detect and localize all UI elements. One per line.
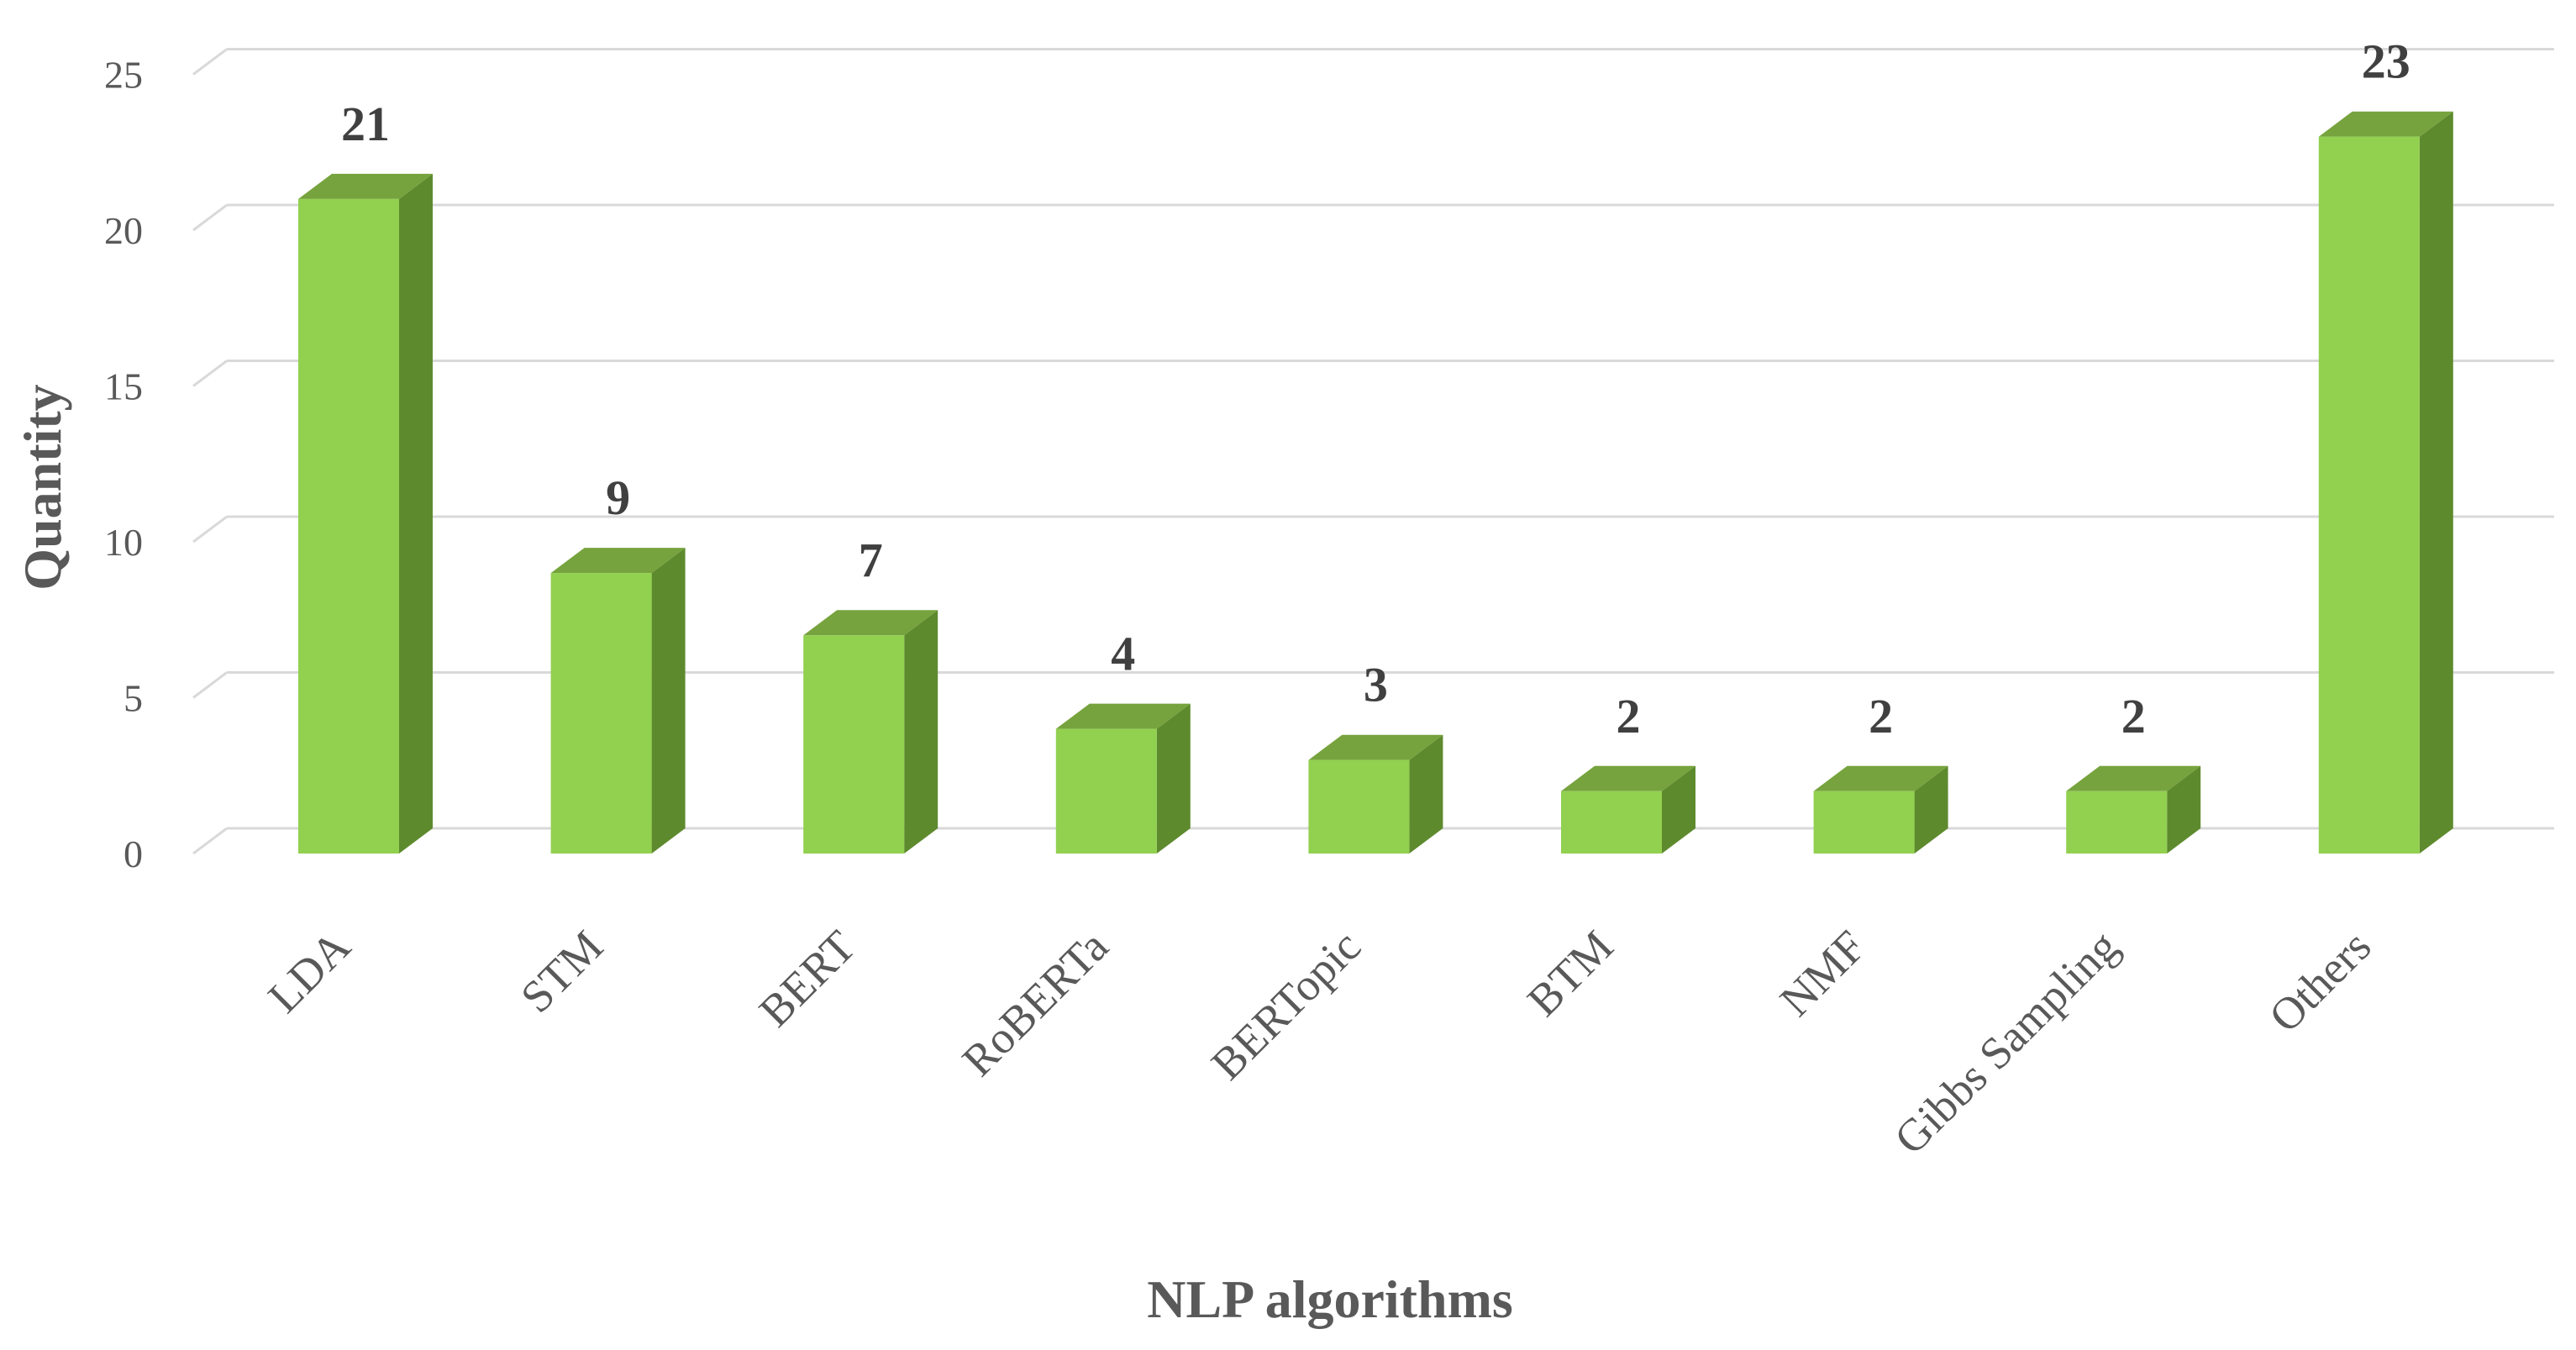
gridline-diagonal xyxy=(192,671,228,699)
data-label: 7 xyxy=(859,533,883,587)
gridline-diagonal xyxy=(192,203,228,232)
y-tick-label: 10 xyxy=(104,521,143,564)
gridline-diagonal xyxy=(192,360,228,387)
gridline-diagonal xyxy=(192,827,228,855)
gridline-diagonal xyxy=(192,48,228,76)
bar-top-face xyxy=(1055,703,1191,729)
bar-front-face xyxy=(1308,759,1410,854)
bar-top-face xyxy=(2066,765,2201,791)
y-tick-label: 25 xyxy=(104,54,143,97)
x-tick-label: Gibbs Sampling xyxy=(1885,921,2128,1164)
bar-side-face xyxy=(1662,765,1695,854)
bar xyxy=(1813,765,1948,854)
x-tick-label: RoBERTa xyxy=(953,921,1118,1086)
bar-top-face xyxy=(1308,734,1443,760)
gridline-diagonal xyxy=(192,515,228,544)
bar-side-face xyxy=(399,173,433,854)
bar-front-face xyxy=(1813,791,1915,854)
bar-top-face xyxy=(2318,111,2453,137)
bar-side-face xyxy=(2167,765,2201,854)
bar xyxy=(2066,765,2201,854)
y-tick-label: 20 xyxy=(104,209,143,252)
x-tick-label: BERT xyxy=(749,921,865,1037)
bar xyxy=(550,548,686,854)
x-tick-label: BTM xyxy=(1517,921,1622,1026)
bar-top-face xyxy=(1561,765,1695,791)
data-label: 4 xyxy=(1111,627,1135,681)
bar xyxy=(1308,734,1443,854)
data-label: 21 xyxy=(341,97,390,151)
x-tick-label: LDA xyxy=(259,921,360,1022)
gridlines xyxy=(192,48,2554,855)
y-axis-title: Quantity xyxy=(13,384,72,590)
bar-front-face xyxy=(2066,791,2168,854)
data-label: 3 xyxy=(1364,658,1388,712)
bar-side-face xyxy=(1409,734,1443,854)
x-tick-label: NMF xyxy=(1770,921,1875,1026)
bars xyxy=(298,111,2453,854)
y-tick-label: 15 xyxy=(104,365,143,408)
data-labels: 21 9 7 4 3 2 2 2 23 xyxy=(341,34,2410,743)
y-tick-label: 0 xyxy=(124,833,143,875)
bar-top-face xyxy=(803,610,938,636)
x-tick-label: STM xyxy=(511,921,612,1022)
bar-front-face xyxy=(1561,791,1662,854)
bar-front-face xyxy=(298,198,399,854)
bar-front-face xyxy=(550,573,652,854)
bar-side-face xyxy=(1156,703,1191,854)
data-label: 2 xyxy=(2121,689,2146,743)
bar-side-face xyxy=(2419,111,2453,854)
bar-front-face xyxy=(2318,136,2420,854)
data-label: 9 xyxy=(606,470,630,525)
bar-top-face xyxy=(298,173,433,199)
bar-side-face xyxy=(1914,765,1948,854)
bar xyxy=(803,610,938,854)
bar-side-face xyxy=(904,610,938,854)
bar-front-face xyxy=(803,635,905,854)
bar xyxy=(2318,111,2453,854)
bar xyxy=(298,173,433,854)
x-axis-ticks: LDA STM BERT RoBERTa BERTopic BTM NMF Gibbs Sam… xyxy=(259,921,2381,1164)
bar xyxy=(1055,703,1191,854)
x-tick-label: BERTopic xyxy=(1201,921,1370,1090)
data-label: 2 xyxy=(1617,689,1641,743)
data-label: 23 xyxy=(2362,34,2410,89)
data-label: 2 xyxy=(1869,689,1893,743)
y-tick-label: 5 xyxy=(124,677,143,720)
bar-top-face xyxy=(1813,765,1948,791)
bar xyxy=(1561,765,1695,854)
y-axis-ticks: 0 5 10 15 20 25 xyxy=(104,54,143,876)
bar-side-face xyxy=(651,548,686,854)
bar-front-face xyxy=(1055,728,1157,854)
bar-top-face xyxy=(550,548,686,574)
x-axis-title: NLP algorithms xyxy=(1147,1269,1513,1329)
x-tick-label: Others xyxy=(2259,921,2380,1042)
